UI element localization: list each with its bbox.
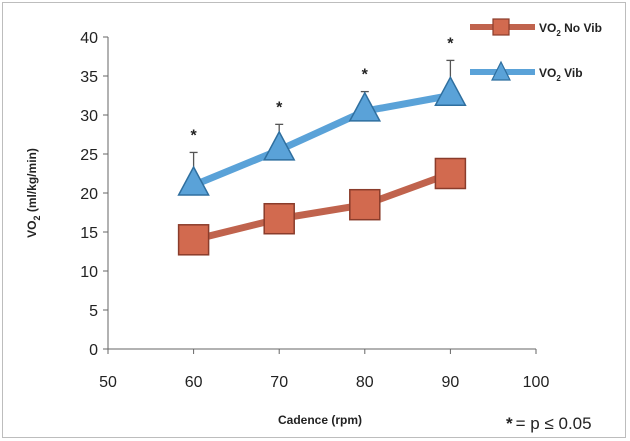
x-axis-title: Cadence (rpm) xyxy=(278,413,362,427)
x-tick-label: 50 xyxy=(99,374,117,391)
x-tick-label: 70 xyxy=(270,374,288,391)
significance-footnote: * = p ≤ 0.05 xyxy=(506,414,592,433)
y-tick-label: 30 xyxy=(80,108,98,125)
y-tick-label: 40 xyxy=(80,30,98,47)
data-point-square[interactable] xyxy=(177,224,210,256)
y-tick-label: 20 xyxy=(80,186,98,203)
data-point-triangle[interactable] xyxy=(177,165,210,196)
legend-marker-square xyxy=(492,18,510,36)
series-line-0 xyxy=(190,170,454,244)
legend-label-no-vib: VO2 No Vib xyxy=(539,21,602,38)
legend: VO2 No Vib VO2 Vib xyxy=(470,18,602,83)
axes: 0 5 10 15 20 25 30 35 40 50 60 70 80 90 100 xyxy=(80,30,549,391)
data-point-triangle[interactable] xyxy=(434,75,467,107)
y-axis-title: VO2 (ml/kg/min) xyxy=(25,148,42,238)
data-point-square[interactable] xyxy=(434,157,467,190)
y-tick-label: 10 xyxy=(80,264,98,281)
y-tick-label: 0 xyxy=(89,342,98,359)
annotation-layer: * * * * xyxy=(190,35,454,144)
data-point-triangle[interactable] xyxy=(262,130,296,161)
y-tick-label: 15 xyxy=(80,225,98,242)
legend-label-vib: VO2 Vib xyxy=(539,66,583,83)
x-tick-label: 60 xyxy=(185,374,203,391)
significance-star: * xyxy=(447,35,454,52)
data-point-triangle[interactable] xyxy=(348,91,382,122)
x-tick-label: 100 xyxy=(523,374,550,391)
y-tick-label: 35 xyxy=(80,69,98,86)
legend-item-vib[interactable]: VO2 Vib xyxy=(470,60,583,83)
y-tick-label: 25 xyxy=(80,147,98,164)
x-tick-label: 80 xyxy=(356,374,374,391)
series-layer xyxy=(177,59,467,256)
data-point-square[interactable] xyxy=(263,202,295,235)
data-point-square[interactable] xyxy=(349,188,381,221)
significance-star: * xyxy=(276,99,283,116)
significance-star: * xyxy=(190,127,197,144)
x-tick-label: 90 xyxy=(442,374,460,391)
y-tick-label: 5 xyxy=(89,303,98,320)
legend-item-no-vib[interactable]: VO2 No Vib xyxy=(470,18,602,38)
significance-star: * xyxy=(362,67,369,84)
legend-marker-triangle xyxy=(491,60,511,81)
series-line-1 xyxy=(190,92,454,189)
